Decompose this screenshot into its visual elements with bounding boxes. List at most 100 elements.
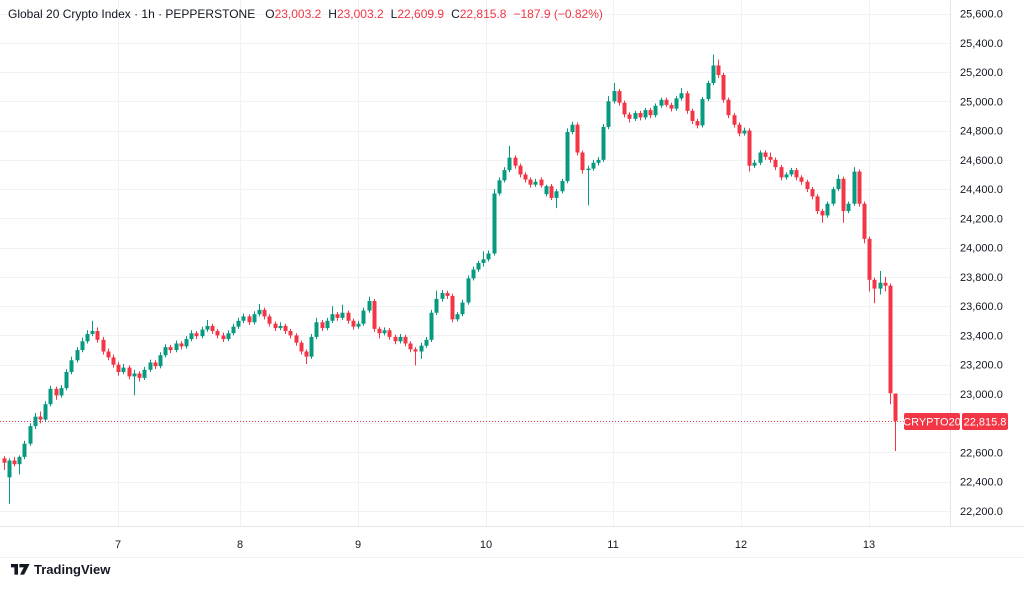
candle-up xyxy=(174,340,179,353)
candle-down xyxy=(2,456,7,471)
candle-up xyxy=(784,172,789,180)
candle-up xyxy=(565,128,570,184)
candle-up xyxy=(340,304,345,321)
candle-up xyxy=(466,275,471,305)
candle-down xyxy=(111,354,116,368)
candle-up xyxy=(28,423,33,446)
candle-up xyxy=(142,366,147,381)
tradingview-icon xyxy=(11,564,30,575)
candle-down xyxy=(210,323,215,334)
candle-up xyxy=(59,385,64,398)
candle-down xyxy=(716,59,721,78)
candle-up xyxy=(85,330,90,344)
candle-down xyxy=(799,175,804,185)
candle-down xyxy=(841,176,846,223)
candle-up xyxy=(596,156,601,166)
ohlc-open-value: 23,003.2 xyxy=(274,7,322,21)
candle-up xyxy=(367,296,372,313)
candle-up xyxy=(200,326,205,339)
candle-down xyxy=(617,88,622,106)
tradingview-logo[interactable]: TradingView xyxy=(11,562,110,577)
candle-down xyxy=(106,348,111,361)
candle-up xyxy=(424,336,429,348)
candle-up xyxy=(601,123,606,163)
candle-up xyxy=(706,80,711,102)
price-axis[interactable]: 25,600.0 25,400.0 25,200.0 25,000.0 24,800.0… xyxy=(960,9,1003,519)
candle-down xyxy=(862,201,867,244)
candle-down xyxy=(685,91,690,114)
candle-up xyxy=(184,336,189,349)
candle-up xyxy=(460,299,465,317)
candle-up xyxy=(434,290,439,315)
candle-up xyxy=(158,352,163,369)
svg-text:23,200.0: 23,200.0 xyxy=(960,360,1003,372)
ohlc-high-label: H xyxy=(328,7,337,21)
candle-up xyxy=(554,189,559,209)
candle-up xyxy=(586,165,591,206)
candle-down xyxy=(335,312,340,321)
ohlc-low-value: 22,609.9 xyxy=(397,7,445,21)
candle-down xyxy=(403,334,408,347)
candle-down xyxy=(539,177,544,188)
candle-up xyxy=(612,83,617,104)
candle-down xyxy=(288,328,293,339)
candle-up xyxy=(481,251,486,267)
candle-down xyxy=(513,155,518,169)
candle-down xyxy=(768,152,773,163)
candle-down xyxy=(283,323,288,334)
candle-down xyxy=(690,108,695,124)
svg-text:25,200.0: 25,200.0 xyxy=(960,67,1003,79)
candle-up xyxy=(633,110,638,122)
candle-up xyxy=(674,96,679,111)
svg-text:7: 7 xyxy=(115,539,121,551)
svg-text:8: 8 xyxy=(237,539,243,551)
candle-up xyxy=(278,322,283,331)
candle-up xyxy=(653,103,658,118)
ohlc-close-value: 22,815.8 xyxy=(459,7,507,21)
candle-down xyxy=(95,327,100,343)
candle-up xyxy=(544,184,549,197)
time-axis[interactable]: 7 8 9 10 11 12 13 xyxy=(115,539,875,551)
candle-down xyxy=(518,163,523,178)
candle-down xyxy=(648,107,653,119)
candle-up xyxy=(314,317,319,340)
svg-text:9: 9 xyxy=(355,539,361,551)
candle-down xyxy=(721,72,726,103)
candle-up xyxy=(121,363,126,375)
candle-up xyxy=(330,306,335,323)
svg-text:25,400.0: 25,400.0 xyxy=(960,38,1003,50)
candle-down xyxy=(320,320,325,332)
candle-up xyxy=(163,344,168,358)
candle-up xyxy=(69,356,74,375)
candle-down xyxy=(267,314,272,327)
candle-up xyxy=(502,167,507,183)
candle-up xyxy=(241,313,246,323)
candle-up xyxy=(43,401,48,422)
tradingview-logo-text: TradingView xyxy=(34,562,111,577)
candle-up xyxy=(356,320,361,329)
symbol-legend: Global 20 Crypto Index · 1h · PEPPERSTON… xyxy=(8,7,603,21)
candle-up xyxy=(80,337,85,353)
svg-text:24,200.0: 24,200.0 xyxy=(960,213,1003,225)
candle-down xyxy=(38,411,43,424)
candle-down xyxy=(726,97,731,119)
candle-up xyxy=(361,307,366,326)
candle-up xyxy=(429,309,434,343)
candle-down xyxy=(794,167,799,181)
candle-up xyxy=(205,320,210,332)
candle-down xyxy=(262,307,267,320)
svg-text:13: 13 xyxy=(863,539,875,551)
candle-up xyxy=(252,311,257,325)
candle-up xyxy=(236,317,241,329)
candle-up xyxy=(486,250,491,262)
candle-up xyxy=(17,455,22,475)
symbol-title[interactable]: Global 20 Crypto Index · 1h · PEPPERSTON… xyxy=(8,7,256,21)
candle-down xyxy=(408,341,413,353)
candle-up xyxy=(419,342,424,359)
candle-down xyxy=(857,169,862,207)
svg-text:CRYPTO20: CRYPTO20 xyxy=(903,417,961,429)
candle-down xyxy=(732,113,737,128)
candle-up xyxy=(64,369,69,391)
candle-up xyxy=(752,159,757,168)
